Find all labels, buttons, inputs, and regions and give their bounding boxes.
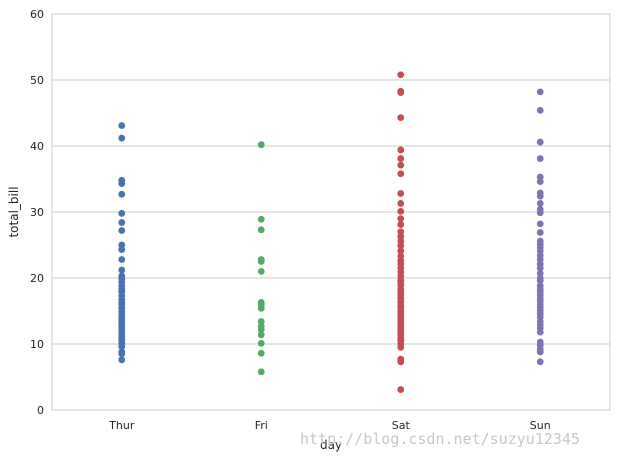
x-axis-label: day [320,438,342,452]
data-point [536,155,544,162]
data-point [536,229,544,236]
data-point [536,348,544,356]
data-point [257,215,265,223]
data-point [536,138,544,146]
data-point [536,328,544,336]
data-point [397,161,405,169]
data-point [397,215,405,223]
data-point [536,88,544,96]
x-tick-label-sat: Sat [392,419,411,432]
y-axis-label: total_bill [7,186,21,237]
data-point [118,209,126,217]
y-tick-label: 50 [30,74,44,87]
x-tick-label-thur: Thur [108,419,135,432]
data-point [118,122,126,129]
data-point [397,343,405,351]
series-fri [257,141,265,376]
data-point [536,220,544,228]
y-gridlines [52,79,610,345]
data-point [118,180,126,188]
data-point [397,155,405,162]
data-point [397,247,405,255]
data-point [118,219,126,226]
data-point [397,200,405,207]
data-point [536,192,544,200]
data-point [257,339,265,347]
data-point [257,226,265,234]
data-point [118,190,126,198]
data-point [118,350,126,358]
y-tick-label: 30 [30,206,44,219]
data-point [118,356,126,364]
data-point [397,242,405,250]
data-point [536,277,544,285]
data-point [257,258,265,265]
data-point [536,200,544,207]
data-point [118,256,126,263]
series-sat [397,71,405,393]
data-point [397,221,405,228]
data-point [397,114,405,122]
y-tick-labels: 0 10 20 30 40 50 60 [30,8,44,417]
watermark-text: http://blog.csdn.net/suzyu12345 [300,430,580,448]
data-point [397,207,405,215]
data-point [397,386,405,393]
data-point [257,349,265,357]
data-point [257,326,265,333]
data-point [397,71,405,79]
data-point [257,268,265,275]
data-point [397,146,405,154]
y-tick-label: 40 [30,140,44,153]
data-point [118,227,126,234]
series-thur [118,122,126,364]
data-point [536,178,544,186]
data-point [257,331,265,339]
data-point [536,209,544,217]
y-tick-label: 0 [37,404,44,417]
x-tick-labels: Thur Fri Sat Sun [108,419,551,432]
data-point [397,170,405,178]
x-tick-label-fri: Fri [255,419,268,432]
x-tick-label-sun: Sun [530,419,551,432]
y-tick-label: 60 [30,8,44,21]
y-tick-label: 20 [30,272,44,285]
data-point [397,358,405,366]
data-point [118,246,126,254]
data-point [257,368,265,376]
data-points [118,71,544,393]
data-point [118,343,126,351]
data-point [536,358,544,366]
data-point [397,89,405,96]
data-point [118,266,126,274]
data-point [536,264,544,272]
data-point [536,106,544,114]
data-point [257,304,265,312]
data-point [397,190,405,197]
series-sun [536,88,544,366]
y-tick-label: 10 [30,338,44,351]
data-point [257,141,265,149]
data-point [118,134,126,142]
